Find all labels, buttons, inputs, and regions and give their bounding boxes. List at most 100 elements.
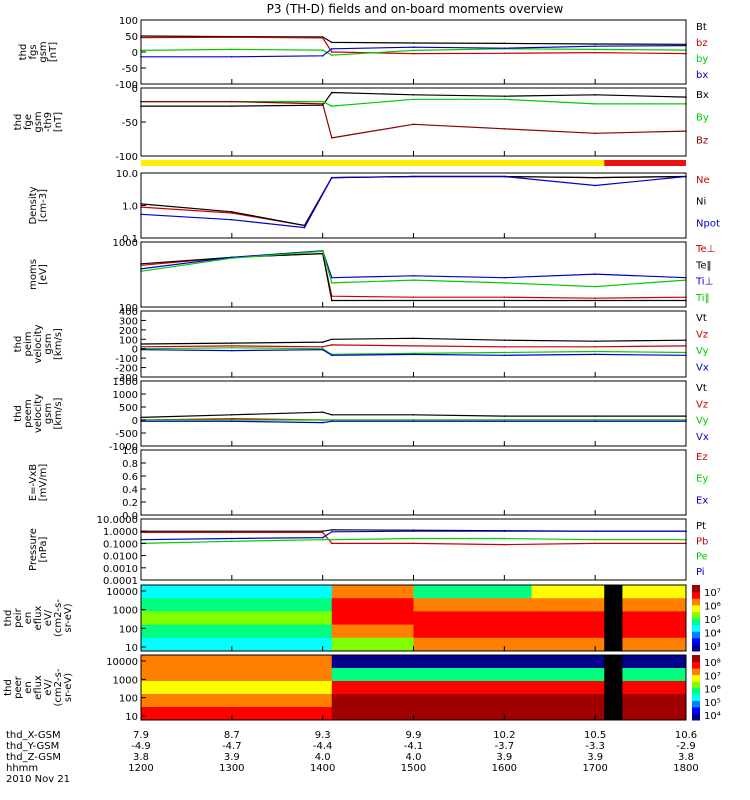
y-tick-label: 10.0 — [116, 169, 138, 180]
data-point — [330, 299, 333, 302]
legend-label: by — [696, 54, 708, 65]
data-point — [412, 345, 415, 347]
data-point — [503, 299, 506, 302]
heatmap-cell — [413, 598, 533, 612]
colorbar-tick-label: 10⁶ — [704, 602, 721, 613]
x-tick-label: -4.1 — [404, 741, 424, 752]
data-point — [231, 417, 233, 420]
data-point — [412, 52, 415, 55]
y-tick-label: 0 — [132, 416, 138, 427]
series-line-Vt — [140, 411, 686, 418]
data-point — [412, 94, 415, 96]
data-point — [594, 350, 596, 353]
heatmap-cell — [141, 624, 333, 639]
series-line-Bz — [141, 100, 687, 139]
y-axis-label: eflux — [33, 675, 44, 700]
heatmap-cell — [531, 624, 605, 639]
y-tick-label: 0 — [132, 48, 138, 59]
colorbar-segment — [692, 655, 700, 662]
legend-label: bz — [696, 38, 708, 49]
x-tick-label: -3.7 — [495, 741, 515, 752]
y-tick-label: -200 — [115, 364, 138, 375]
x-tick-label: 10.6 — [675, 730, 697, 741]
legend-label: Ey — [696, 474, 708, 485]
y-tick-label: -300 — [115, 373, 138, 384]
data-point — [231, 257, 233, 259]
y-axis-label: [cm-3] — [38, 189, 49, 222]
data-point — [594, 184, 596, 187]
legend-label: Vy — [696, 346, 709, 357]
data-point — [231, 105, 233, 107]
colorbar-segment — [692, 604, 700, 612]
data-point — [231, 531, 233, 534]
x-tick-label: 1300 — [219, 763, 244, 774]
data-point — [321, 348, 324, 351]
y-tick-label: 1500 — [113, 377, 138, 388]
y-axis-label: (cm2-s- — [53, 668, 64, 706]
data-point — [412, 530, 415, 532]
data-point — [594, 176, 596, 179]
series-line-Bt — [140, 35, 687, 45]
data-point — [412, 98, 415, 101]
data-point — [412, 279, 415, 281]
colorbar-segment — [692, 598, 700, 606]
data-point — [594, 419, 596, 421]
heatmap-cell — [622, 694, 687, 708]
x-tick-label: 9.9 — [406, 730, 422, 741]
data-point — [594, 340, 596, 342]
heatmap-cell — [331, 681, 605, 695]
legend-label: Vz — [696, 399, 708, 410]
y-tick-label: 1000 — [113, 675, 138, 686]
y-tick-label: 0 — [132, 84, 138, 95]
data-point — [231, 36, 233, 39]
y-axis-label: en — [23, 612, 34, 625]
data-point — [231, 218, 233, 221]
y-axis-label: gsm — [38, 41, 49, 62]
data-point — [330, 137, 333, 139]
x-tick-label: 1200 — [128, 763, 153, 774]
y-axis-label: thd — [3, 679, 14, 696]
y-tick-label: 0.0100 — [103, 552, 138, 563]
heatmap-cell — [141, 598, 333, 612]
y-axis-label: -th9 — [43, 112, 54, 132]
x-tick-label: 7.9 — [133, 730, 149, 741]
plot-title: P3 (TH-D) fields and on-board moments ov… — [267, 2, 564, 16]
panel-10: 10⁸ 10⁷ 10⁶ 10⁵ 10⁴ 10000 1000 100 10 thd peer en ef… — [3, 654, 721, 723]
data-point — [330, 105, 333, 107]
data-point — [503, 296, 506, 298]
data-point — [594, 285, 596, 288]
heatmap-cell — [331, 611, 414, 626]
x-tick-label: 8.7 — [224, 730, 240, 741]
legend-label: Bx — [696, 90, 709, 101]
data-point — [231, 342, 233, 344]
data-point — [231, 48, 233, 51]
data-point — [412, 337, 415, 340]
series-line-Ni — [140, 175, 687, 227]
data-point — [330, 419, 333, 421]
colorbar-segment — [692, 631, 700, 639]
data-point — [594, 45, 596, 48]
y-axis-label: [km/s] — [53, 397, 64, 429]
x-axis-date: 2010 Nov 21 — [6, 774, 70, 785]
y-tick-label: -500 — [115, 429, 138, 440]
colorbar-segment — [692, 624, 700, 632]
heatmap-cell — [604, 707, 623, 721]
y-axis-label: fge — [23, 114, 34, 130]
data-point — [412, 299, 415, 302]
panel-7: 1.0 0.8 0.6 0.4 0.2 0.0 Ez Ey Ex E=-VxB [mV/m] — [28, 446, 708, 522]
legend-label: Pb — [696, 536, 708, 547]
y-axis-label: thd — [18, 44, 29, 61]
legend-label: Vx — [696, 363, 709, 374]
legend-label: Ti‖ — [695, 293, 710, 304]
heatmap-cell — [604, 585, 623, 599]
data-point — [321, 49, 324, 51]
legend-label: bx — [696, 70, 708, 81]
heatmap-cell — [604, 598, 623, 612]
data-point — [412, 296, 415, 298]
heatmap-cell — [604, 637, 623, 652]
data-point — [503, 276, 506, 279]
heatmap-cell — [141, 585, 333, 599]
data-point — [503, 537, 506, 540]
data-point — [231, 420, 233, 423]
